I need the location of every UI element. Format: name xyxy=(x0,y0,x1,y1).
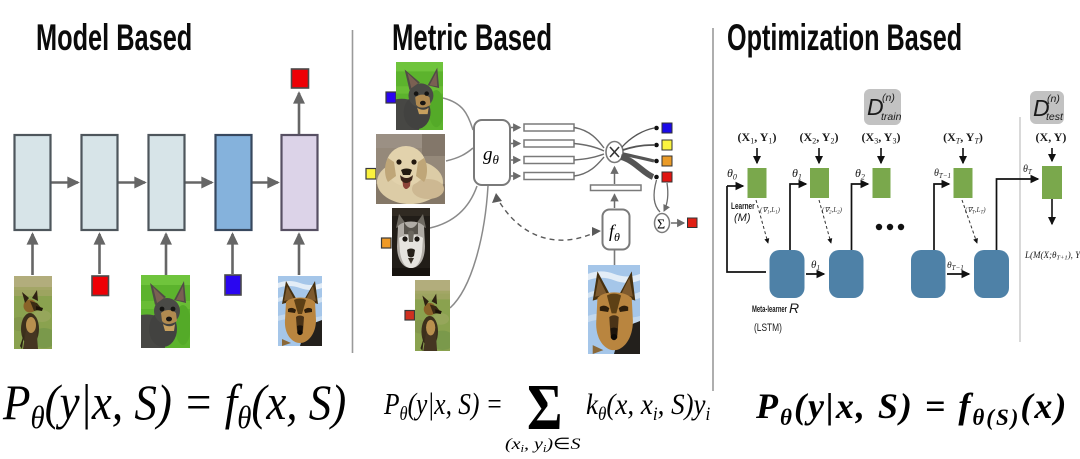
svg-text:Σ: Σ xyxy=(527,371,562,444)
svg-text:Σ: Σ xyxy=(657,218,665,233)
svg-text:(M): (M) xyxy=(734,212,751,224)
svg-text:(∇2,L2): (∇2,L2) xyxy=(822,206,843,216)
svg-text:(∇T,LT): (∇T,LT) xyxy=(965,206,986,216)
svg-text:test: test xyxy=(1046,111,1064,123)
svg-text:(XT, YT): (XT, YT) xyxy=(943,130,983,146)
svg-text:Pθ(y|x, S) = fθ(x, S): Pθ(y|x, S) = fθ(x, S) xyxy=(2,376,346,435)
svg-text:(X3, Y3): (X3, Y3) xyxy=(862,130,901,146)
svg-text:Metric Based: Metric Based xyxy=(392,16,552,58)
svg-text:Pθ(y|x, S) = fθ(S)(x): Pθ(y|x, S) = fθ(S)(x) xyxy=(755,386,1068,430)
svg-text:D: D xyxy=(867,94,884,120)
svg-text:θ1: θ1 xyxy=(792,166,802,182)
svg-text:(LSTM): (LSTM) xyxy=(754,322,782,335)
svg-text:Meta-learner: Meta-learner xyxy=(752,304,787,315)
svg-text:(n): (n) xyxy=(882,92,895,104)
svg-text:fθ: fθ xyxy=(609,221,620,244)
svg-text:train: train xyxy=(881,111,902,123)
svg-text:Model Based: Model Based xyxy=(36,16,192,58)
svg-text:θ2: θ2 xyxy=(855,166,865,182)
svg-text:θT−1: θT−1 xyxy=(934,168,951,180)
svg-text:Optimization Based: Optimization Based xyxy=(727,16,962,58)
svg-text:kθ(x, xi, S)yi: kθ(x, xi, S)yi xyxy=(586,389,710,424)
svg-text:D: D xyxy=(1033,95,1050,121)
svg-text:(xi, yi)∈S: (xi, yi)∈S xyxy=(505,435,580,455)
svg-text:θT−1: θT−1 xyxy=(947,261,964,272)
svg-text:Learner: Learner xyxy=(731,201,755,212)
svg-text:(n): (n) xyxy=(1047,93,1060,105)
svg-text:Pθ(y|x, S) =: Pθ(y|x, S) = xyxy=(383,388,503,425)
svg-text:L(M(X;θT+1), Y: L(M(X;θT+1), Y xyxy=(1024,250,1080,262)
svg-text:θT: θT xyxy=(1023,164,1033,176)
svg-text:(X2, Y2): (X2, Y2) xyxy=(800,130,839,146)
svg-text:θ0: θ0 xyxy=(727,166,737,182)
svg-text:θ1: θ1 xyxy=(811,259,820,272)
svg-text:(X1, Y1): (X1, Y1) xyxy=(738,130,777,146)
svg-text:(X, Y): (X, Y) xyxy=(1036,130,1067,144)
svg-text:(∇1,L1): (∇1,L1) xyxy=(760,206,781,216)
svg-text:R: R xyxy=(789,300,799,316)
